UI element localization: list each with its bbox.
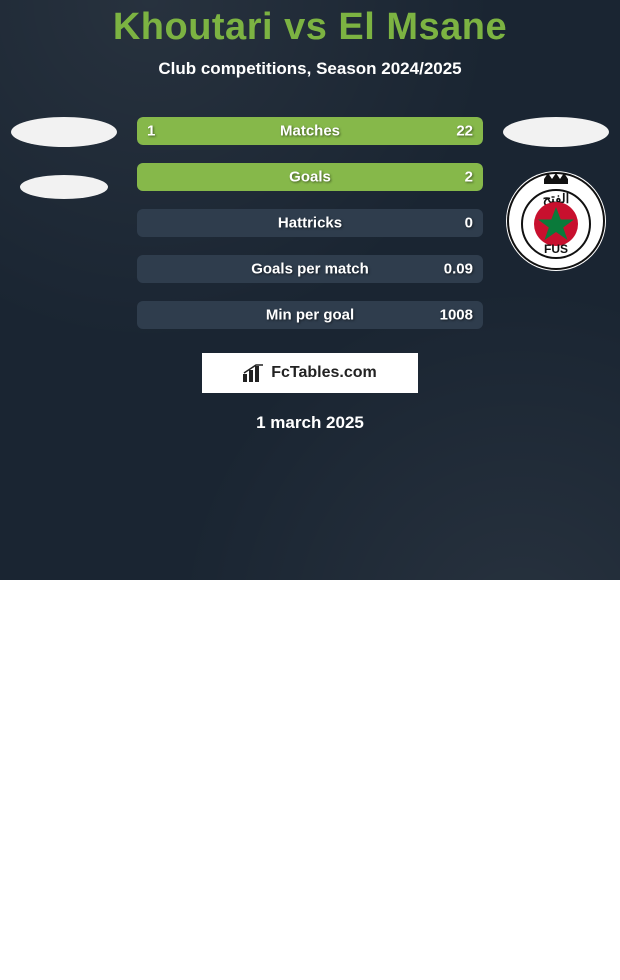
bar-value-right: 22 — [456, 123, 473, 140]
bar-value-right: 1008 — [440, 307, 473, 324]
bar-value-right: 0.09 — [444, 261, 473, 278]
subtitle: Club competitions, Season 2024/2025 — [0, 59, 620, 79]
brand-text: FcTables.com — [271, 364, 377, 382]
player-shape-small — [20, 175, 108, 199]
player-shape — [503, 117, 609, 147]
stat-bar: Min per goal 1008 — [137, 301, 483, 329]
bar-value-right: 2 — [465, 169, 473, 186]
brand-icon — [243, 364, 265, 382]
bar-value-left: 1 — [147, 123, 155, 140]
bar-value-right: 0 — [465, 215, 473, 232]
left-player-column — [9, 117, 119, 199]
stat-bar: Hattricks 0 — [137, 209, 483, 237]
bar-label: Goals per match — [251, 261, 369, 278]
stat-bar: 1 Matches 22 — [137, 117, 483, 145]
stat-bar: Goals per match 0.09 — [137, 255, 483, 283]
logo-text-bottom: FUS — [544, 242, 568, 256]
page-title: Khoutari vs El Msane — [0, 6, 620, 49]
bar-label: Hattricks — [278, 215, 342, 232]
fus-logo-svg: الفتح FUS — [504, 169, 608, 273]
stats-area: 1 Matches 22 Goals 2 Hattricks 0 Goals per matc… — [0, 117, 620, 329]
comparison-bars: 1 Matches 22 Goals 2 Hattricks 0 Goals per matc… — [137, 117, 483, 329]
bar-label: Min per goal — [266, 307, 354, 324]
date-text: 1 march 2025 — [0, 413, 620, 433]
bar-label: Matches — [280, 123, 340, 140]
player-shape — [11, 117, 117, 147]
bar-label: Goals — [289, 169, 331, 186]
right-player-column: الفتح FUS — [501, 117, 611, 273]
stat-bar: Goals 2 — [137, 163, 483, 191]
club-logo: الفتح FUS — [504, 169, 608, 273]
brand-box: FcTables.com — [202, 353, 418, 393]
